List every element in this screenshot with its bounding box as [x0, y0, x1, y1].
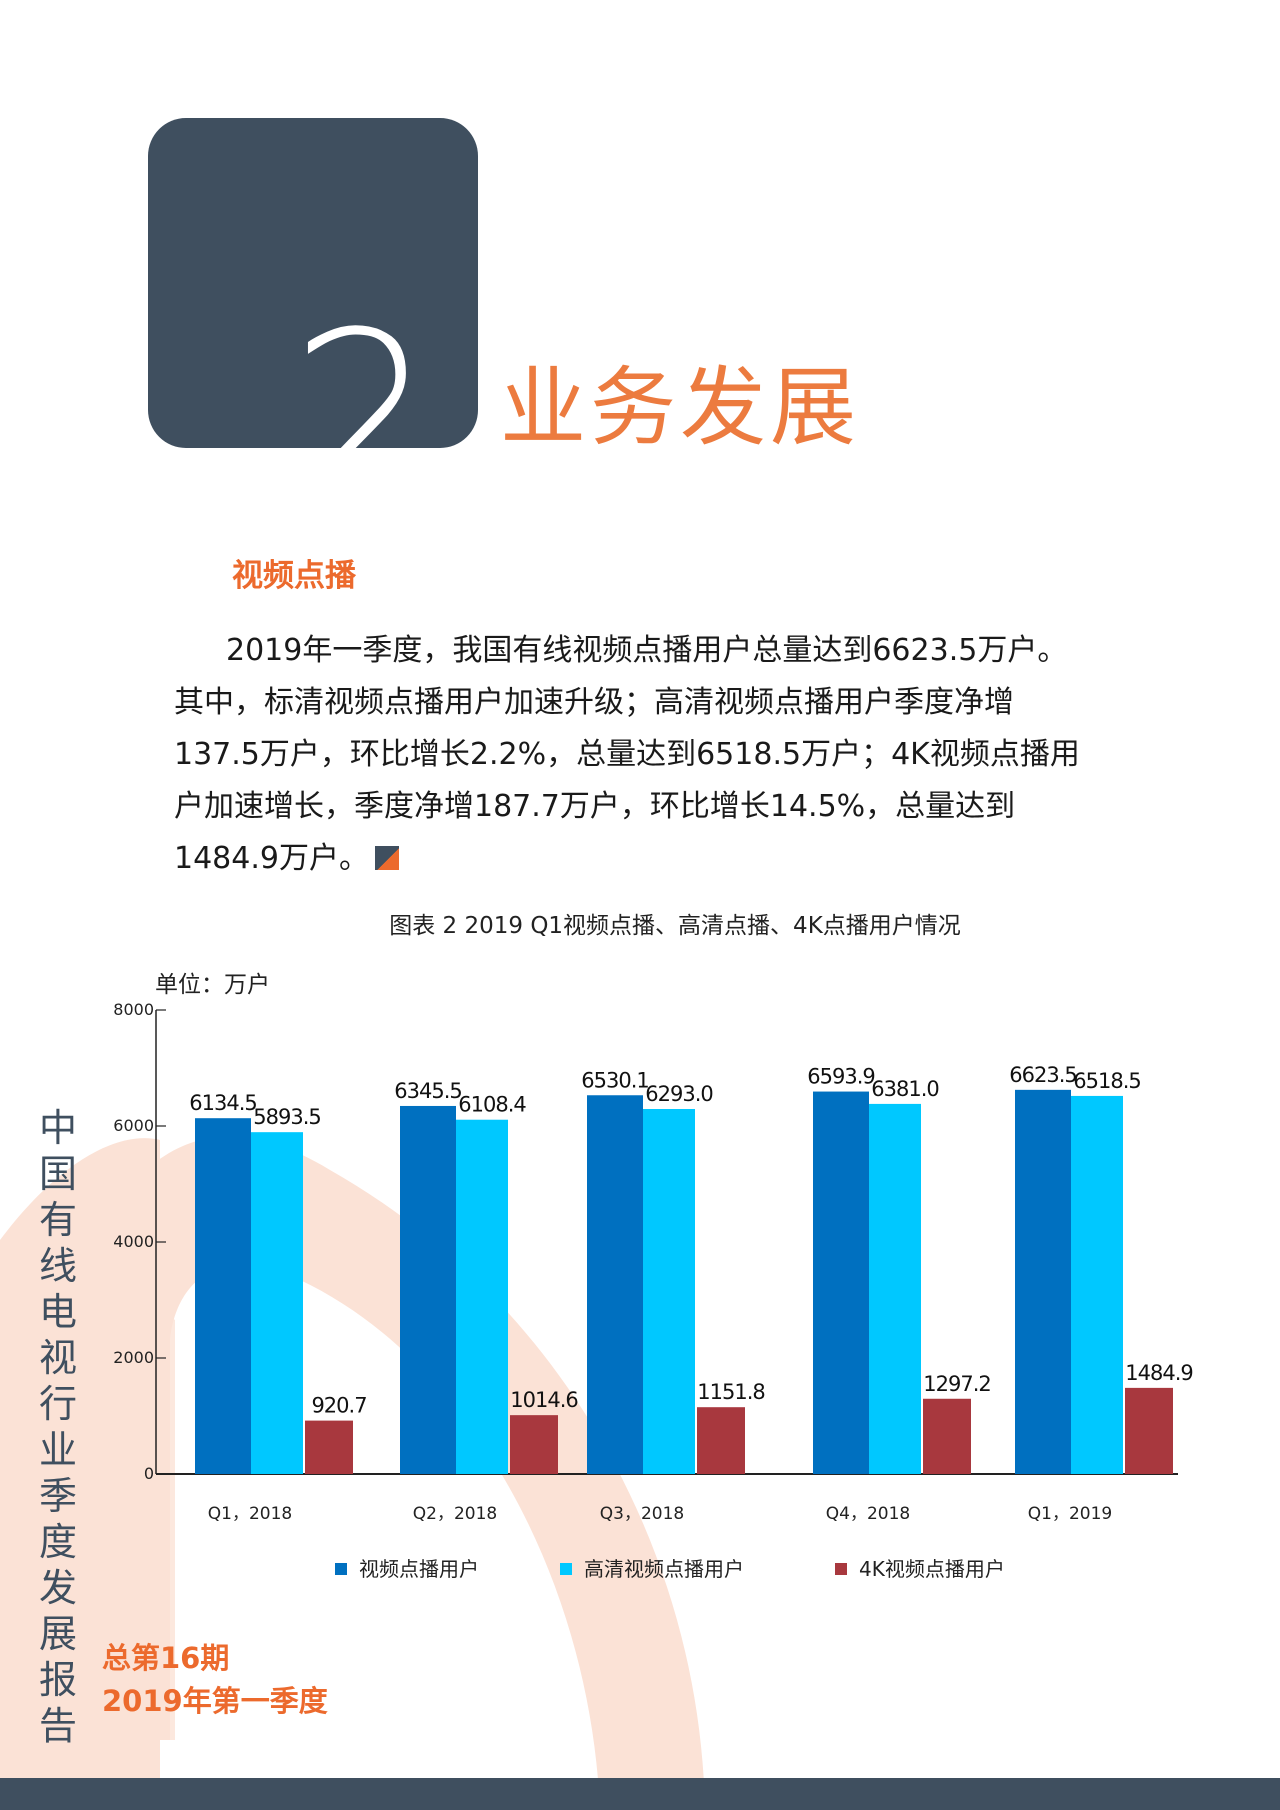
bar-vod: [1015, 1089, 1071, 1474]
x-tick-label: Q1，2019: [1028, 1504, 1112, 1524]
data-label: 1151.8: [697, 1380, 764, 1404]
issue-number: 总第16期: [102, 1641, 230, 1675]
section-title: 视频点播: [232, 558, 356, 594]
chart-title: 图表 2 2019 Q1视频点播、高清点播、4K点播用户情况: [389, 913, 961, 939]
legend-item: 视频点播用户: [335, 1553, 479, 1582]
y-tick-label: 6000: [113, 1116, 154, 1135]
legend-swatch: [560, 1563, 572, 1575]
data-label: 6108.4: [458, 1093, 526, 1117]
data-label: 920.7: [311, 1394, 366, 1418]
bar-hd: [456, 1119, 508, 1474]
legend-label: 视频点播用户: [359, 1557, 479, 1581]
data-label: 1484.9: [1125, 1361, 1192, 1385]
bar-vod: [587, 1095, 643, 1474]
body-paragraph-text: 2019年一季度，我国有线视频点播用户总量达到6623.5万户。其中，标清视频点…: [174, 633, 1080, 876]
legend-label: 高清视频点播用户: [584, 1557, 744, 1581]
y-tick-label: 8000: [113, 1000, 154, 1019]
bar-4k: [305, 1420, 353, 1474]
y-tick-label: 2000: [113, 1348, 154, 1367]
bar-4k: [510, 1415, 558, 1474]
x-tick-label: Q2，2018: [413, 1504, 497, 1524]
x-tick-label: Q4，2018: [826, 1504, 910, 1524]
data-label: 6518.5: [1073, 1069, 1140, 1093]
legend-label: 4K视频点播用户: [859, 1557, 1005, 1581]
data-label: 6623.5: [1009, 1063, 1076, 1087]
bar-hd: [869, 1103, 921, 1474]
body-paragraph: 2019年一季度，我国有线视频点播用户总量达到6623.5万户。其中，标清视频点…: [174, 625, 1094, 885]
legend-item: 4K视频点播用户: [835, 1553, 1005, 1582]
bar-4k: [923, 1398, 971, 1474]
bar-hd: [1071, 1095, 1123, 1474]
issue-period: 2019年第一季度: [102, 1684, 328, 1718]
bar-4k: [697, 1407, 745, 1474]
report-vertical-title: 中国有线电视行业季度发展报告: [38, 1106, 77, 1748]
data-label: 1014.6: [510, 1388, 578, 1412]
chapter-title: 业务发展: [500, 358, 860, 458]
bar-4k: [1125, 1387, 1173, 1474]
x-tick-label: Q1，2018: [208, 1504, 292, 1524]
bar-vod: [813, 1091, 869, 1474]
chart-unit-label: 单位：万户: [155, 972, 270, 998]
legend-swatch: [835, 1563, 847, 1575]
bar-vod: [195, 1118, 251, 1474]
data-label: 6345.5: [394, 1079, 461, 1103]
chapter-number-box: 2: [148, 118, 478, 448]
data-label: 6293.0: [645, 1082, 712, 1106]
data-label: 6134.5: [189, 1091, 256, 1115]
bar-hd: [251, 1132, 303, 1474]
footer-bar: [0, 1778, 1280, 1810]
data-label: 1297.2: [923, 1372, 990, 1396]
y-tick-label: 0: [144, 1464, 154, 1483]
data-label: 5893.5: [253, 1105, 320, 1129]
x-tick-label: Q3，2018: [600, 1504, 684, 1524]
data-label: 6530.1: [581, 1068, 648, 1092]
chapter-number: 2: [290, 284, 437, 449]
legend-item: 高清视频点播用户: [560, 1553, 744, 1582]
y-tick-label: 4000: [113, 1232, 154, 1251]
data-label: 6381.0: [871, 1077, 938, 1101]
legend-swatch: [335, 1563, 347, 1575]
paragraph-end-mark: [374, 846, 399, 870]
bar-vod: [400, 1105, 456, 1474]
data-label: 6593.9: [807, 1065, 874, 1089]
bar-hd: [643, 1109, 695, 1474]
